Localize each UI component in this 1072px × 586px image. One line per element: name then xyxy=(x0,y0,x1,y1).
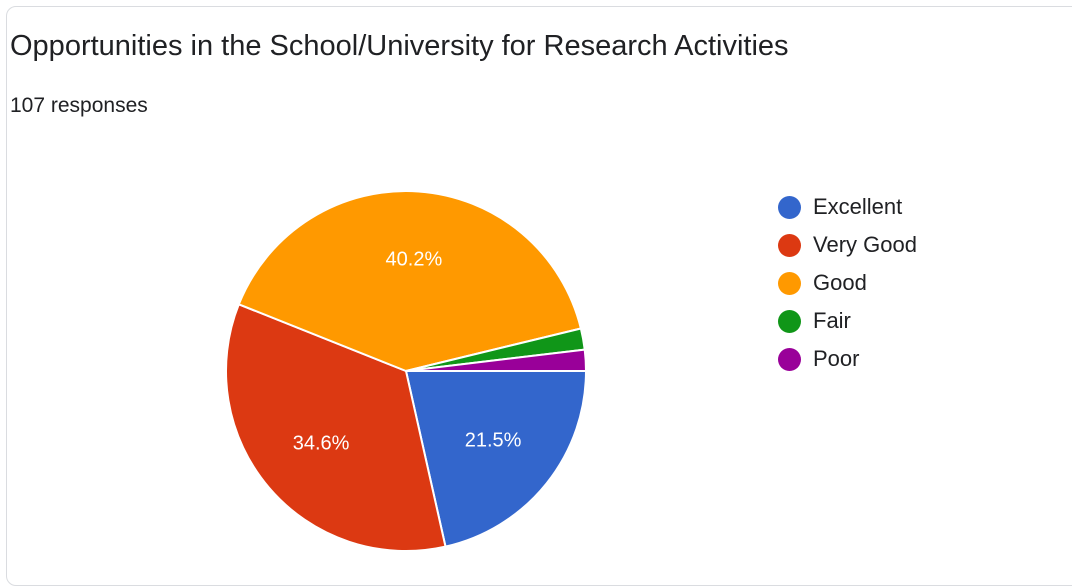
legend-swatch-poor xyxy=(778,347,801,371)
legend-item-good[interactable]: Good xyxy=(778,264,917,302)
legend-item-poor[interactable]: Poor xyxy=(778,340,917,378)
legend-label-very-good: Very Good xyxy=(813,232,917,257)
slice-label-very-good: 34.6% xyxy=(293,432,350,454)
legend-swatch-good xyxy=(778,271,801,295)
legend-label-poor: Poor xyxy=(813,346,860,371)
legend-item-fair[interactable]: Fair xyxy=(778,302,917,340)
chart-legend: Excellent Very Good Good Fair Poor xyxy=(778,188,917,378)
legend-label-good: Good xyxy=(813,270,867,295)
pie-slice-very-good[interactable] xyxy=(225,303,447,552)
legend-label-fair: Fair xyxy=(813,308,851,333)
pie-slice-poor[interactable] xyxy=(405,348,587,372)
legend-swatch-fair xyxy=(778,309,801,333)
legend-item-excellent[interactable]: Excellent xyxy=(778,188,917,226)
legend-swatch-very-good xyxy=(778,233,801,257)
legend-swatch-excellent xyxy=(778,195,801,219)
legend-label-excellent: Excellent xyxy=(813,194,903,219)
response-count: 107 responses xyxy=(10,94,148,117)
slice-label-excellent: 21.5% xyxy=(465,430,522,452)
pie-slice-excellent[interactable] xyxy=(405,370,587,548)
pie-slice-good[interactable] xyxy=(237,190,582,372)
pie-chart: 21.5% 34.6% 40.2% xyxy=(225,190,587,552)
slice-label-good: 40.2% xyxy=(386,249,443,271)
legend-item-very-good[interactable]: Very Good xyxy=(778,226,917,264)
chart-title: Opportunities in the School/University f… xyxy=(10,30,789,62)
